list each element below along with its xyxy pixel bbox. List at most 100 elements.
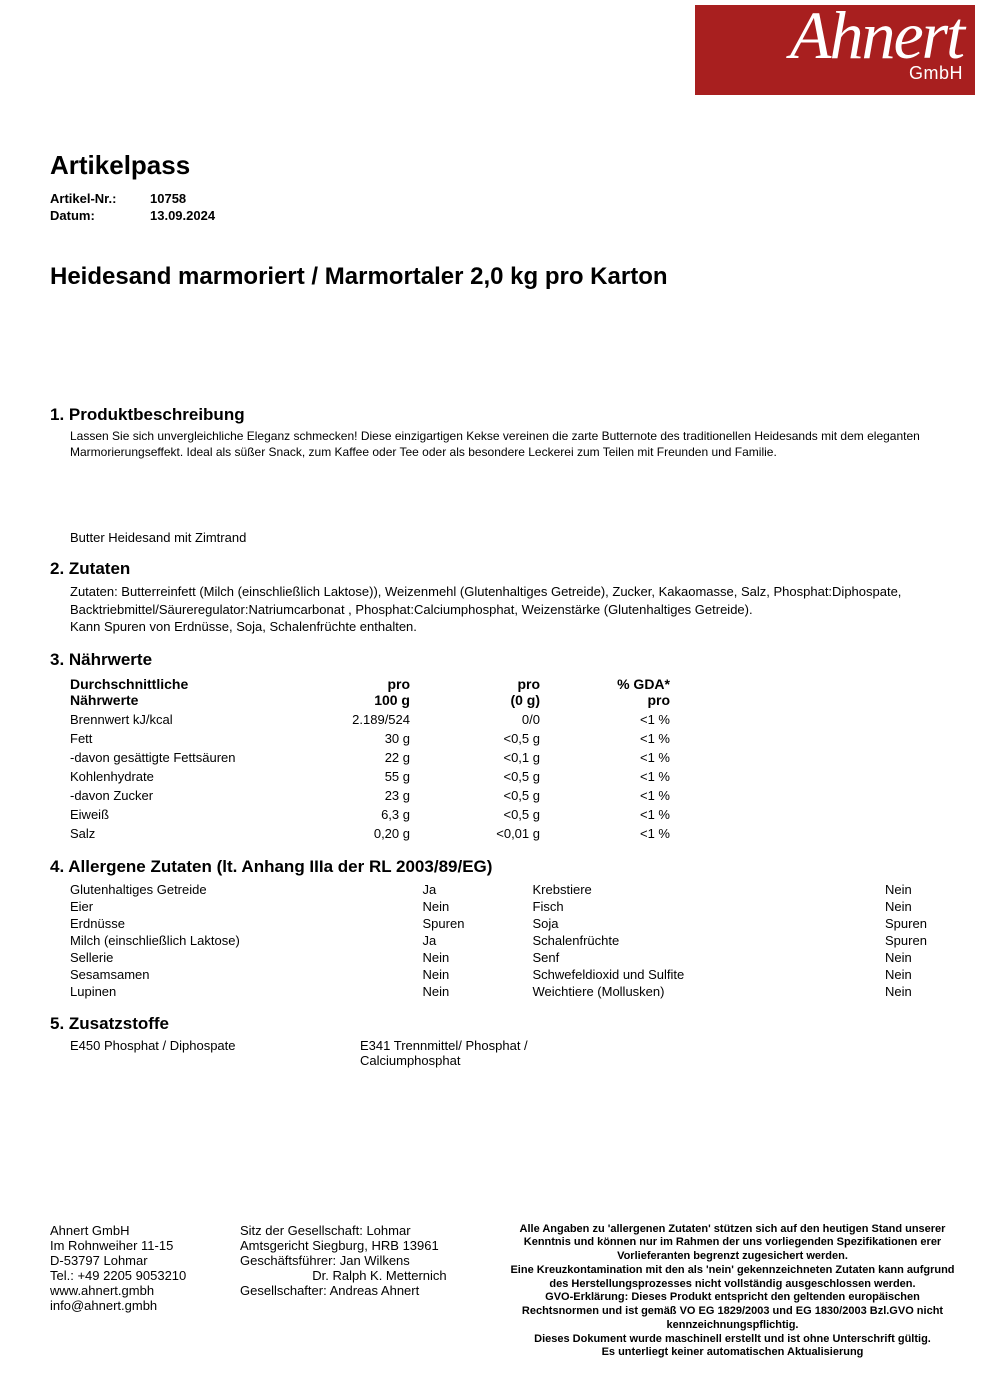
allergen-value: Nein [885,984,955,999]
section-heading-5: 5. Zusatzstoffe [50,1014,955,1034]
nutri-val: <1 % [540,824,670,843]
footer-line: Gesellschafter: Andreas Ahnert [240,1283,490,1298]
allergen-value: Nein [423,950,493,965]
nutrition-table: Durchschnittliche Nährwerte pro 100 g pr… [70,674,670,843]
meta-row: Artikel-Nr.: 10758 [50,191,955,206]
nutri-header: pro 100 g [290,674,410,710]
nutri-val: <0,1 g [410,748,540,767]
allergen-name: Erdnüsse [70,916,423,931]
nutri-val: <1 % [540,767,670,786]
footer-line: info@ahnert.gmbh [50,1298,220,1313]
nutri-val: 0,20 g [290,824,410,843]
nutri-row: -davon gesättigte Fettsäuren 22 g <0,1 g… [70,748,670,767]
allergen-value: Nein [423,899,493,914]
nutri-val: <0,5 g [410,729,540,748]
allergen-value: Nein [885,967,955,982]
nutri-val: 30 g [290,729,410,748]
allergen-row: Schwefeldioxid und SulfiteNein [533,966,956,983]
footer-line: Dr. Ralph K. Metternich [240,1268,490,1283]
section-heading-4: 4. Allergene Zutaten (lt. Anhang IIIa de… [50,857,955,877]
footer-line: Amtsgericht Siegburg, HRB 13961 [240,1238,490,1253]
nutri-name: Brennwert kJ/kcal [70,710,290,729]
nutri-val: <1 % [540,805,670,824]
nutri-val: 22 g [290,748,410,767]
allergen-row: Weichtiere (Mollusken)Nein [533,983,956,1000]
allergen-row: FischNein [533,898,956,915]
allergen-value: Nein [423,967,493,982]
company-logo: Ahnert GmbH [695,5,975,95]
allergen-row: SojaSpuren [533,915,956,932]
meta-value: 10758 [150,191,186,206]
meta-label: Artikel-Nr.: [50,191,150,206]
footer-company-info: Ahnert GmbHIm Rohnweiher 11-15D-53797 Lo… [50,1223,220,1313]
footer-line: Ahnert GmbH [50,1223,220,1238]
product-subname: Butter Heidesand mit Zimtrand [70,530,955,545]
footer-disclaimer-line: Eine Kreuzkontamination mit den als 'nei… [510,1264,955,1292]
allergen-name: Schwefeldioxid und Sulfite [533,967,886,982]
allergen-row: SesamsamenNein [70,966,493,983]
nutri-val: <0,5 g [410,767,540,786]
allergen-value: Ja [423,933,493,948]
allergen-value: Nein [885,950,955,965]
allergen-row: KrebstiereNein [533,881,956,898]
meta-value: 13.09.2024 [150,208,215,223]
allergen-name: Schalenfrüchte [533,933,886,948]
nutri-val: <1 % [540,710,670,729]
footer-line: www.ahnert.gmbh [50,1283,220,1298]
nutri-val: <0,01 g [410,824,540,843]
allergen-value: Nein [885,882,955,897]
footer-disclaimer-line: Alle Angaben zu 'allergenen Zutaten' stü… [510,1223,955,1264]
allergen-row: ErdnüsseSpuren [70,915,493,932]
ingredients-text: Zutaten: Butterreinfett (Milch (einschli… [70,583,955,618]
nutri-name: Salz [70,824,290,843]
nutri-val: 0/0 [410,710,540,729]
nutri-header: pro (0 g) [410,674,540,710]
footer-line: D-53797 Lohmar [50,1253,220,1268]
product-title: Heidesand marmoriert / Marmortaler 2,0 k… [50,263,955,291]
nutri-row: Eiweiß 6,3 g <0,5 g <1 % [70,805,670,824]
allergen-row: Glutenhaltiges GetreideJa [70,881,493,898]
nutri-row: Kohlenhydrate 55 g <0,5 g <1 % [70,767,670,786]
nutri-row: Fett 30 g <0,5 g <1 % [70,729,670,748]
footer-line: Im Rohnweiher 11-15 [50,1238,220,1253]
nutri-name: -davon Zucker [70,786,290,805]
nutri-val: <1 % [540,786,670,805]
footer-disclaimer-line: Dieses Dokument wurde maschinell erstell… [510,1333,955,1347]
allergen-row: LupinenNein [70,983,493,1000]
nutri-header: Durchschnittliche Nährwerte [70,674,290,710]
allergen-name: Glutenhaltiges Getreide [70,882,423,897]
allergen-name: Lupinen [70,984,423,999]
logo-main-text: Ahnert [695,5,963,69]
footer-line: Sitz der Gesellschaft: Lohmar [240,1223,490,1238]
nutri-name: Fett [70,729,290,748]
allergen-value: Nein [885,899,955,914]
nutri-val: <1 % [540,748,670,767]
allergen-value: Spuren [885,916,955,931]
footer-disclaimer-line: Es unterliegt keiner automatischen Aktua… [510,1346,955,1360]
footer-disclaimer: Alle Angaben zu 'allergenen Zutaten' stü… [510,1223,955,1361]
allergen-name: Senf [533,950,886,965]
section-heading-1: 1. Produktbeschreibung [50,405,955,425]
document-title: Artikelpass [50,150,955,181]
section-heading-3: 3. Nährwerte [50,650,955,670]
allergen-row: SellerieNein [70,949,493,966]
nutri-name: Eiweiß [70,805,290,824]
nutri-val: <0,5 g [410,805,540,824]
nutri-val: <0,5 g [410,786,540,805]
nutri-val: <1 % [540,729,670,748]
allergen-row: EierNein [70,898,493,915]
nutri-name: -davon gesättigte Fettsäuren [70,748,290,767]
footer-legal-info: Sitz der Gesellschaft: LohmarAmtsgericht… [240,1223,490,1298]
footer-line: Geschäftsführer: Jan Wilkens [240,1253,490,1268]
meta-label: Datum: [50,208,150,223]
nutri-name: Kohlenhydrate [70,767,290,786]
footer-line: Tel.: +49 2205 9053210 [50,1268,220,1283]
nutri-row: Salz 0,20 g <0,01 g <1 % [70,824,670,843]
nutri-val: 6,3 g [290,805,410,824]
traces-text: Kann Spuren von Erdnüsse, Soja, Schalenf… [70,618,955,636]
nutri-val: 55 g [290,767,410,786]
nutri-val: 2.189/524 [290,710,410,729]
allergen-name: Krebstiere [533,882,886,897]
footer-disclaimer-line: GVO-Erklärung: Dieses Produkt entspricht… [510,1291,955,1332]
allergen-value: Ja [423,882,493,897]
